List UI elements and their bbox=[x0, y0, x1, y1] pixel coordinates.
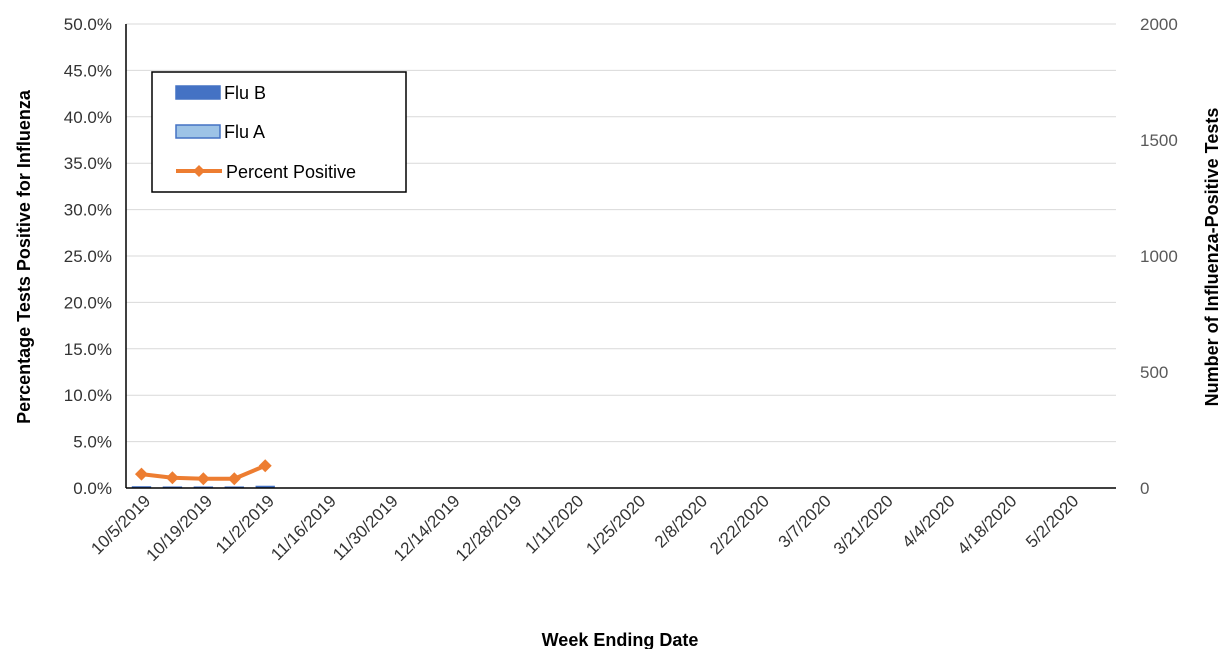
x-tick-label: 11/2/2019 bbox=[212, 491, 278, 557]
marker-percent-positive bbox=[227, 472, 241, 486]
y-left-tick-label: 10.0% bbox=[64, 386, 112, 405]
x-tick-label: 2/22/2020 bbox=[706, 491, 773, 558]
y-left-axis-title: Percentage Tests Positive for Influenza bbox=[14, 89, 34, 424]
y-left-tick-label: 5.0% bbox=[73, 433, 112, 452]
line-layer bbox=[134, 459, 272, 486]
y-right-tick-label: 500 bbox=[1140, 363, 1168, 382]
y-left-tick-label: 50.0% bbox=[64, 15, 112, 34]
x-tick-label: 2/8/2020 bbox=[651, 491, 711, 551]
bar-flu-a bbox=[255, 485, 275, 488]
marker-percent-positive bbox=[165, 471, 179, 485]
x-tick-label: 10/19/2019 bbox=[143, 491, 217, 565]
x-tick-label: 3/7/2020 bbox=[775, 491, 835, 551]
y-left-tick-label: 0.0% bbox=[73, 479, 112, 498]
legend-swatch-flu-a bbox=[175, 124, 221, 139]
y-left-tick-label: 15.0% bbox=[64, 340, 112, 359]
x-tick-label: 4/4/2020 bbox=[898, 491, 958, 551]
marker-percent-positive bbox=[134, 467, 148, 481]
legend-label-flu-a: Flu A bbox=[224, 122, 265, 142]
x-tick-label: 12/14/2019 bbox=[390, 491, 464, 565]
marker-percent-positive bbox=[258, 459, 272, 473]
x-tick-label: 5/2/2020 bbox=[1022, 491, 1082, 551]
legend: Flu B Flu A Percent Positive bbox=[151, 71, 407, 193]
x-axis-title: Week Ending Date bbox=[542, 630, 699, 649]
x-tick-label: 11/16/2019 bbox=[267, 491, 340, 564]
legend-swatch-percent-marker bbox=[193, 165, 205, 177]
x-tick-label: 4/18/2020 bbox=[954, 491, 1021, 558]
x-tick-label: 3/21/2020 bbox=[830, 491, 897, 558]
x-tick-label: 1/25/2020 bbox=[582, 491, 649, 558]
y-left-tick-label: 20.0% bbox=[64, 293, 112, 312]
y-left-tick-label: 30.0% bbox=[64, 201, 112, 220]
x-tick-label: 10/5/2019 bbox=[87, 491, 154, 558]
y-right-tick-label: 1500 bbox=[1140, 131, 1178, 150]
y-left-tick-label: 35.0% bbox=[64, 154, 112, 173]
y-right-tick-label: 1000 bbox=[1140, 247, 1178, 266]
y-left-tick-label: 45.0% bbox=[64, 61, 112, 80]
x-tick-label: 12/28/2019 bbox=[452, 491, 526, 565]
y-right-axis-title: Number of Influenza-Positive Tests bbox=[1202, 108, 1222, 407]
legend-label-flu-b: Flu B bbox=[224, 83, 266, 103]
y-left-tick-label: 25.0% bbox=[64, 247, 112, 266]
legend-swatch-flu-b bbox=[175, 85, 221, 100]
x-tick-label: 1/11/2020 bbox=[521, 491, 587, 557]
y-left-tick-label: 40.0% bbox=[64, 108, 112, 127]
y-right-tick-label: 0 bbox=[1140, 479, 1149, 498]
marker-percent-positive bbox=[196, 472, 210, 486]
axis-layer bbox=[125, 24, 1116, 489]
y-right-tick-label: 2000 bbox=[1140, 15, 1178, 34]
legend-label-percent-positive: Percent Positive bbox=[226, 162, 356, 182]
